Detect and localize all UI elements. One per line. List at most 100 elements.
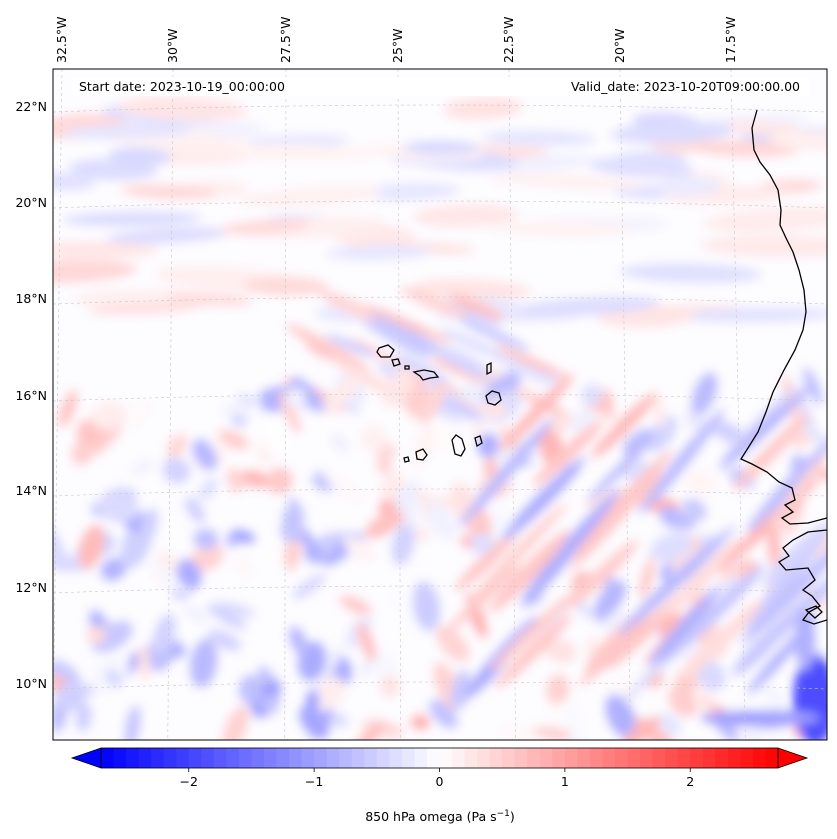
omega-cell (124, 705, 141, 740)
omega-field (53, 97, 827, 740)
map-panel: Start date: 2023-10-19_00:00:00 Valid_da… (52, 68, 828, 741)
lon-label: 25°W (390, 28, 405, 63)
colorbar-step (351, 748, 365, 768)
omega-cell (499, 374, 574, 452)
omega-cell (636, 472, 663, 507)
colorbar-step (577, 748, 591, 768)
omega-cell (279, 392, 301, 434)
colorbar-step (276, 748, 290, 768)
colorbar-step (464, 748, 478, 768)
omega-cell (218, 430, 249, 450)
meridian-gridline (167, 69, 174, 740)
omega-cell (441, 299, 502, 326)
omega-cell (581, 383, 603, 406)
omega-cell (610, 122, 734, 144)
omega-cell (483, 457, 498, 479)
omega-cell (183, 606, 209, 623)
colorbar-step (640, 748, 654, 768)
colorbar-step (514, 748, 528, 768)
colorbar-tick-label: −2 (180, 774, 198, 789)
omega-cell (434, 349, 497, 382)
lat-label: 14°N (15, 483, 47, 498)
omega-cell (290, 376, 325, 411)
valid-date-label: Valid_date: 2023-10-20T09:00:00.00 (571, 79, 800, 94)
omega-cell (800, 423, 827, 452)
omega-cell (381, 370, 414, 407)
colorbar-label-main: 850 hPa omega (Pa s (365, 809, 496, 824)
omega-cell (639, 409, 725, 515)
omega-cell (376, 454, 392, 476)
parallel-gridline (53, 296, 827, 305)
island-brava (403, 456, 410, 463)
colorbar-label: 850 hPa omega (Pa s−1) (365, 809, 515, 824)
omega-cell (440, 328, 506, 360)
omega-cell (53, 524, 67, 569)
omega-cell (605, 694, 636, 738)
omega-cell (285, 388, 306, 407)
omega-cell (486, 510, 512, 539)
omega-cell (517, 296, 661, 316)
omega-cell (121, 184, 217, 200)
omega-cell (674, 308, 827, 322)
omega-cell (590, 392, 657, 459)
omega-cell (167, 434, 187, 459)
omega-cell (429, 699, 458, 729)
omega-cell (231, 412, 247, 427)
parallel-gridline (53, 488, 827, 497)
omega-cell (325, 334, 377, 358)
colorbar-step (752, 748, 767, 768)
date-banner-background (72, 77, 809, 96)
meridian-gridline (730, 69, 746, 740)
omega-cell (426, 501, 456, 540)
omega-cell (768, 450, 827, 529)
parallel-gridline (53, 393, 827, 402)
omega-cell (213, 601, 256, 617)
omega-cell (357, 621, 377, 663)
omega-cell (323, 473, 365, 502)
omega-cell (105, 668, 123, 688)
colorbar-step (489, 748, 503, 768)
colorbar-step (414, 748, 428, 768)
omega-cell (566, 540, 639, 609)
omega-cell (391, 523, 415, 566)
omega-cell (198, 478, 218, 500)
start-date-label: Start date: 2023-10-19_00:00:00 (79, 79, 285, 94)
omega-cell (579, 609, 663, 686)
lat-label: 16°N (15, 388, 47, 403)
omega-cell (219, 219, 312, 234)
omega-cell (235, 556, 253, 578)
lat-label: 12°N (15, 580, 47, 595)
omega-cell (192, 439, 218, 471)
omega-cell (380, 474, 405, 502)
omega-cell (150, 561, 190, 594)
colorbar-step (188, 748, 202, 768)
omega-cell (618, 532, 726, 636)
guinea-bissau-coastline (777, 529, 827, 625)
omega-cell (723, 120, 801, 136)
lon-label: 27.5°W (278, 17, 293, 63)
omega-cell (100, 558, 127, 581)
colorbar-step (163, 748, 177, 768)
colorbar-step (326, 748, 340, 768)
colorbar-step (715, 748, 729, 768)
colorbar-label-end: ) (510, 809, 515, 824)
island-santa-luzia (404, 365, 410, 370)
omega-cell (237, 394, 256, 406)
colorbar-step (101, 748, 115, 768)
omega-cell (403, 140, 480, 155)
omega-cell (287, 498, 305, 524)
colorbar-ticks: −2 −1 0 1 2 (180, 768, 694, 789)
colorbar-step (627, 748, 641, 768)
colorbar-step (552, 748, 566, 768)
omega-cell (58, 390, 78, 428)
colorbar-step (615, 748, 629, 768)
date-banner: Start date: 2023-10-19_00:00:00 Valid_da… (72, 77, 809, 96)
omega-cell (360, 425, 387, 452)
meridian-gridline (397, 69, 401, 740)
omega-cell (78, 524, 105, 569)
omega-cell (106, 227, 229, 244)
omega-cell (223, 706, 249, 740)
omega-cell (521, 488, 621, 603)
colorbar-step (314, 748, 328, 768)
